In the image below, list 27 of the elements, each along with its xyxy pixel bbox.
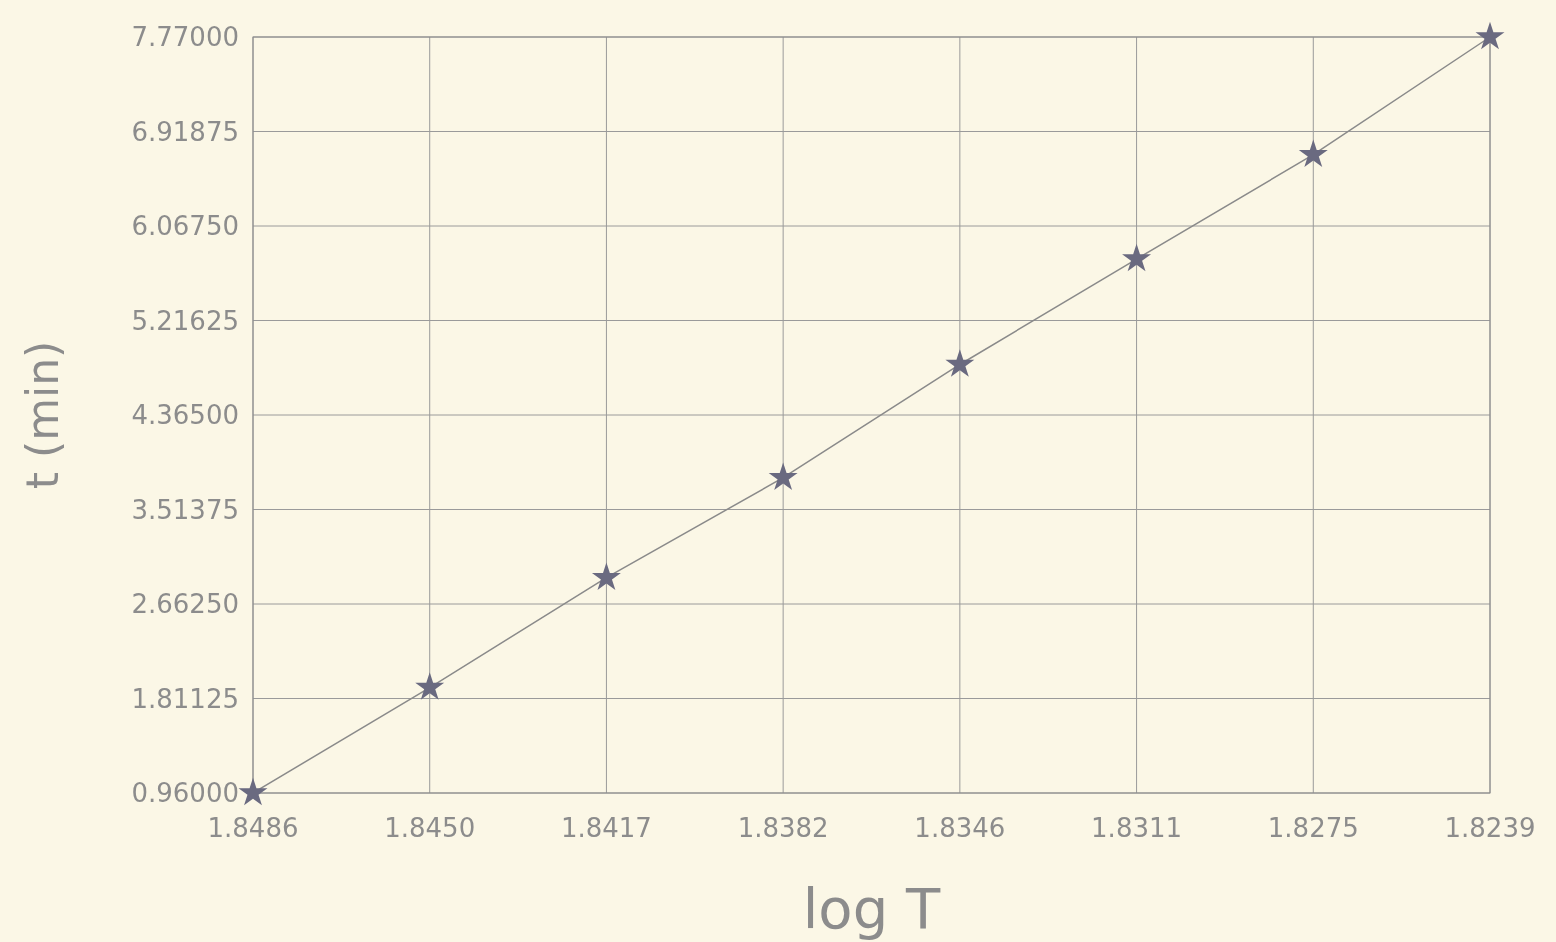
x-tick-label: 1.8239 xyxy=(1444,813,1536,843)
x-tick-label: 1.8486 xyxy=(207,813,299,843)
x-tick-label: 1.8311 xyxy=(1091,813,1183,843)
point xyxy=(1475,21,1505,50)
y-tick-label: 6.06750 xyxy=(131,211,239,242)
y-tick-label: 1.81125 xyxy=(131,683,239,714)
x-tick-label: 1.8417 xyxy=(560,813,652,843)
point xyxy=(945,349,975,377)
x-tick-label: 1.8346 xyxy=(914,813,1006,843)
y-tick-label: 5.21625 xyxy=(131,305,239,336)
x-tick-label: 1.8450 xyxy=(384,813,476,843)
point xyxy=(1122,243,1152,272)
x-tick-label: 1.8382 xyxy=(737,813,829,843)
y-tick-label: 3.51375 xyxy=(131,494,239,525)
point xyxy=(591,562,621,590)
x-tick-label: 1.8275 xyxy=(1267,813,1359,843)
point xyxy=(415,672,445,700)
y-tick-label: 4.36500 xyxy=(131,400,239,431)
y-tick-label: 2.66250 xyxy=(131,589,239,620)
y-tick-label: 6.91875 xyxy=(131,116,239,147)
y-tick-label: 0.96000 xyxy=(131,778,239,809)
point xyxy=(768,462,798,491)
point xyxy=(1298,139,1328,167)
x-axis-title: log T xyxy=(802,876,941,941)
y-tick-label: 7.77000 xyxy=(131,22,239,53)
y-axis-title: t (min) xyxy=(17,340,68,490)
point xyxy=(238,777,268,806)
